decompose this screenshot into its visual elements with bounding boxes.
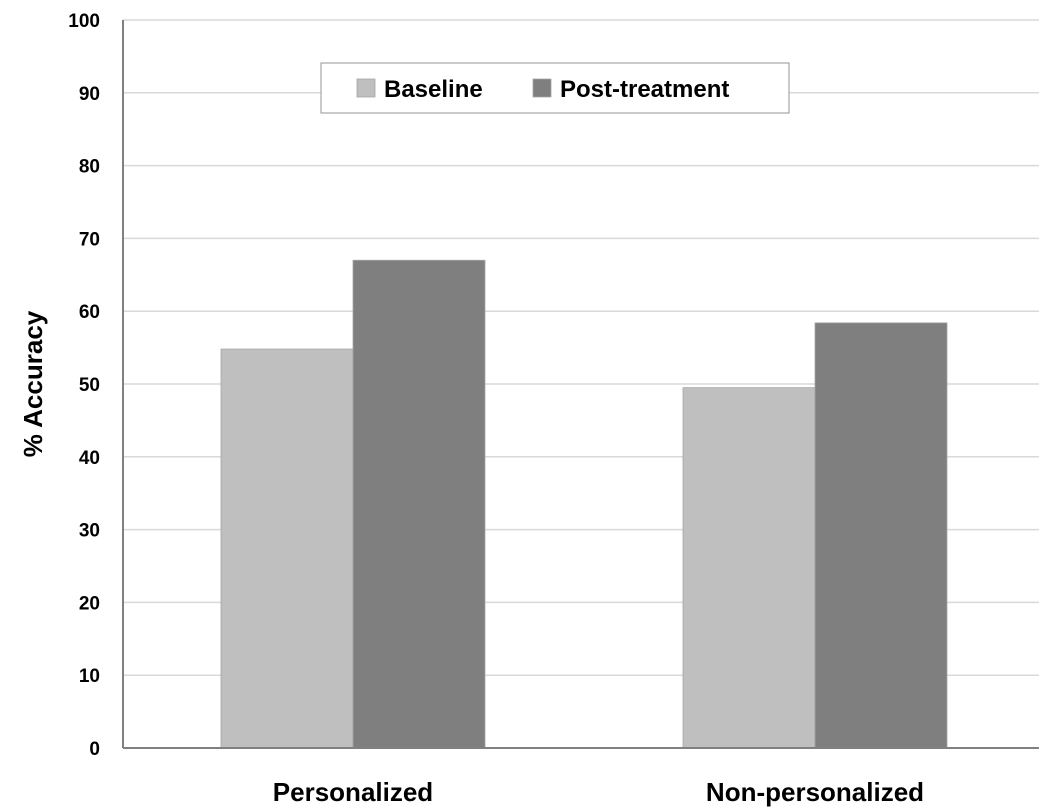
y-tick-label: 20 — [79, 593, 100, 614]
legend-label: Baseline — [384, 76, 483, 103]
legend-label: Post-treatment — [560, 76, 729, 103]
y-tick-label: 90 — [79, 84, 100, 105]
legend-swatch — [532, 78, 552, 98]
legend-swatch — [356, 78, 376, 98]
y-tick-label: 70 — [79, 229, 100, 250]
bar-baseline-personalized — [220, 348, 354, 749]
bar-post-treatment-non-personalized — [814, 322, 948, 749]
y-tick-label: 80 — [79, 157, 100, 178]
bar-baseline-non-personalized — [682, 387, 816, 749]
y-tick-labels: 0 10 20 30 40 50 60 70 80 90 100 — [68, 11, 100, 760]
bar-post-treatment-personalized — [352, 259, 486, 749]
x-category-labels: Personalized Non-personalized — [273, 777, 924, 807]
y-tick-label: 100 — [68, 11, 100, 32]
y-tick-label: 50 — [79, 375, 100, 396]
x-category-label: Personalized — [273, 777, 433, 807]
y-tick-label: 30 — [79, 521, 100, 542]
y-tick-label: 40 — [79, 448, 100, 469]
x-category-label: Non-personalized — [706, 777, 924, 807]
y-tick-label: 60 — [79, 302, 100, 323]
y-tick-label: 10 — [79, 666, 100, 687]
y-axis-title: % Accuracy — [18, 310, 48, 457]
legend-box — [320, 62, 790, 114]
y-tick-label: 0 — [89, 739, 100, 760]
legend-items: Baseline Post-treatment — [356, 76, 729, 103]
axes — [122, 20, 1039, 749]
legend: Baseline Post-treatment — [320, 62, 790, 114]
